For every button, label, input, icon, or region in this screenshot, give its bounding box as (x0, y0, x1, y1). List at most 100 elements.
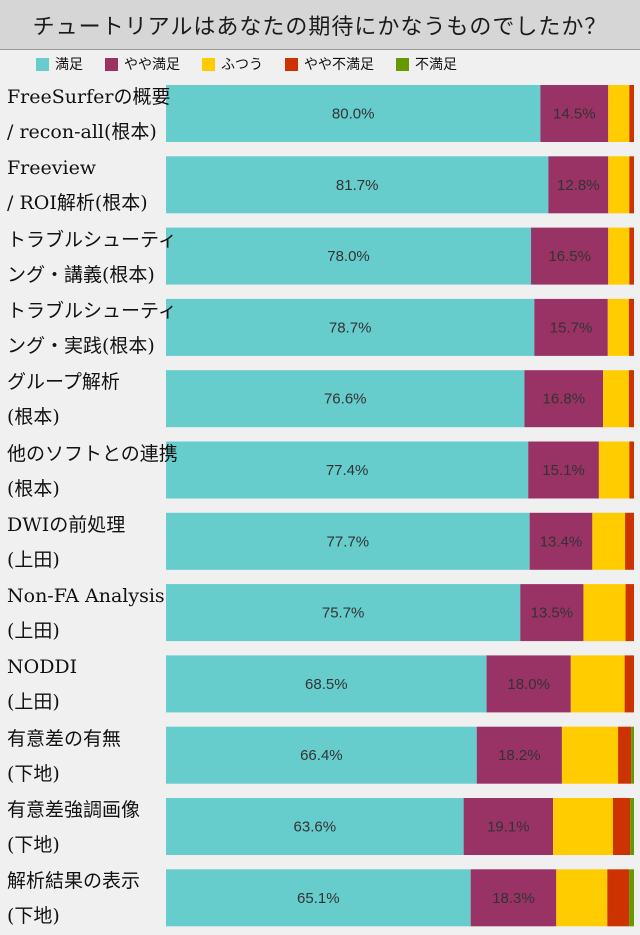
bar-segment (166, 869, 471, 927)
category-label: (下地) (7, 762, 60, 785)
bar-segment (618, 726, 632, 784)
legend: 満足 やや満足 ふつう やや不満足 不満足 (36, 54, 479, 74)
bar-segment (607, 869, 630, 927)
data-label: 68.5% (305, 676, 348, 693)
data-label: 77.4% (326, 462, 369, 479)
category-label: DWIの前処理 (7, 513, 126, 536)
legend-label: ふつう (221, 57, 263, 73)
bar-segment (628, 298, 634, 356)
legend-item: やや不満足 (285, 54, 374, 74)
category-label: / recon-all(根本) (7, 121, 157, 143)
bar-segment (625, 512, 634, 570)
bar-segment (520, 584, 584, 642)
data-label: 13.5% (531, 605, 574, 622)
category-label: NODDI (7, 656, 78, 679)
data-label: 75.7% (322, 605, 365, 622)
category-label: Non-FA Analysis (7, 585, 165, 608)
bar-segment (628, 370, 634, 428)
bar-segment (476, 726, 562, 784)
category-label: / ROI解析(根本) (7, 192, 148, 215)
bar-segment (608, 227, 630, 285)
bar-segment (166, 85, 541, 142)
category-label: FreeSurferの概要 (7, 86, 171, 108)
data-label: 78.7% (329, 319, 372, 336)
category-label: (上田) (7, 548, 60, 571)
bar-segment (592, 512, 626, 570)
category-label: トラブルシューティ (7, 299, 177, 322)
bar-segment (524, 370, 604, 428)
bar-segment (598, 441, 630, 499)
bar-segment (556, 869, 608, 927)
bar-segment (529, 512, 593, 570)
category-label: Freeview (7, 157, 97, 180)
category-label: 解析結果の表示 (7, 870, 141, 893)
legend-item: 満足 (36, 54, 83, 74)
bar-segment (486, 655, 571, 713)
data-label: 66.4% (300, 747, 343, 764)
chart-title: チュートリアルはあなたの期待にかなうものでしたか？ (0, 0, 640, 50)
bar-segment (629, 869, 634, 927)
legend-item: やや満足 (105, 54, 180, 74)
bar-segment (629, 156, 634, 214)
data-label: 16.8% (543, 391, 586, 408)
category-label: ング・実践(根本) (7, 334, 155, 357)
bar-segment (625, 584, 634, 642)
bar-segment (608, 156, 630, 214)
category-label: ング・講義(根本) (7, 263, 155, 286)
data-label: 80.0% (332, 106, 375, 123)
data-label: 77.7% (327, 533, 370, 550)
legend-label: やや不満足 (304, 57, 374, 73)
bar-segment (630, 798, 634, 855)
category-label: (下地) (7, 905, 60, 928)
legend-label: 不満足 (415, 57, 457, 73)
bar-segment (603, 370, 629, 428)
bar-segment (583, 584, 626, 642)
data-label: 14.5% (553, 106, 596, 123)
data-label: 13.4% (540, 533, 583, 550)
bar-segment (608, 85, 630, 142)
category-label: (上田) (7, 691, 60, 714)
bar-segment (166, 584, 521, 642)
category-label: (上田) (7, 620, 60, 643)
legend-item: 不満足 (396, 54, 457, 74)
data-label: 16.5% (548, 248, 591, 265)
bar-segment (540, 85, 609, 142)
category-label: (根本) (7, 477, 60, 500)
data-label: 18.0% (507, 676, 550, 693)
bar-segment (166, 227, 532, 285)
legend-label: やや満足 (124, 57, 180, 73)
data-label: 81.7% (336, 177, 379, 194)
bar-segment (531, 227, 609, 285)
data-label: 63.6% (294, 819, 337, 836)
bar-segment (548, 156, 609, 214)
legend-item: ふつう (202, 54, 263, 74)
legend-swatch (396, 57, 409, 71)
bar-segment (528, 441, 599, 499)
data-label: 19.1% (487, 819, 530, 836)
data-label: 12.8% (557, 177, 600, 194)
data-label: 78.0% (327, 248, 370, 265)
bar-segment (166, 441, 529, 499)
bar-segment (561, 726, 619, 784)
bar-segment (629, 441, 634, 499)
bar-segment (166, 655, 487, 713)
legend-swatch (202, 57, 215, 71)
category-label: (下地) (7, 834, 60, 856)
data-label: 18.2% (498, 747, 541, 764)
category-label: (根本) (7, 406, 60, 429)
bar-segment (166, 156, 549, 214)
bar-segment (166, 298, 535, 356)
bar-segment (612, 798, 631, 855)
bar-segment (629, 85, 634, 142)
bar-segment (534, 298, 608, 356)
data-label: 15.1% (542, 462, 585, 479)
category-label: 有意差強調画像 (7, 799, 141, 821)
data-label: 76.6% (324, 391, 367, 408)
bar-segment (624, 655, 634, 713)
bar-segment (553, 798, 613, 855)
category-label: グループ解析 (7, 371, 120, 394)
bar-segment (631, 726, 634, 784)
bar-segment (629, 227, 634, 285)
legend-swatch (285, 57, 298, 71)
data-label: 15.7% (550, 319, 593, 336)
